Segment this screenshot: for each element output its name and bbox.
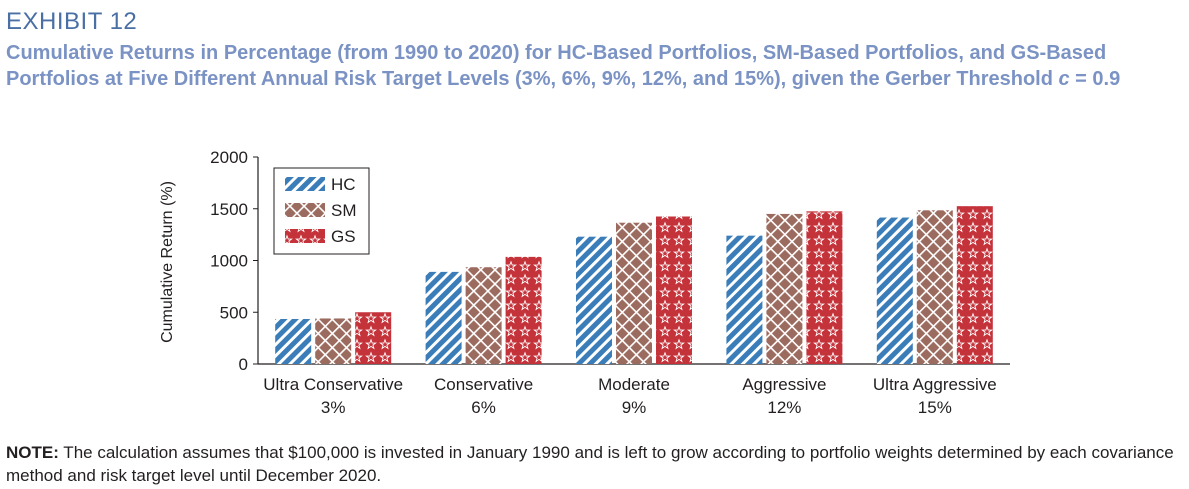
bar-sm-5 (916, 210, 953, 364)
legend-label-sm: SM (331, 201, 357, 220)
x-tick-level: 15% (918, 398, 952, 417)
legend-label-gs: GS (331, 227, 356, 246)
bar-sm-1 (315, 318, 352, 364)
legend-swatch-gs (285, 229, 325, 243)
x-tick-level: 3% (321, 398, 346, 417)
bar-hc-5 (876, 217, 913, 364)
chart-note: NOTE: The calculation assumes that $100,… (6, 441, 1176, 487)
x-tick-label: Ultra Conservative (263, 375, 403, 394)
x-tick-level: 12% (767, 398, 801, 417)
bar-gs-3 (656, 216, 692, 364)
exhibit-number: EXHIBIT 12 (6, 8, 138, 35)
legend-label-hc: HC (331, 175, 356, 194)
bar-sm-3 (616, 222, 652, 364)
bar-hc-3 (576, 236, 612, 364)
bar-hc-2 (425, 271, 462, 364)
bar-gs-1 (355, 312, 392, 364)
y-tick-label: 0 (239, 355, 248, 374)
note-text: The calculation assumes that $100,000 is… (6, 443, 1174, 485)
chart-subtitle: Cumulative Returns in Percentage (from 1… (6, 40, 1166, 92)
x-tick-level: 6% (471, 398, 496, 417)
y-tick-label: 1000 (210, 252, 248, 271)
y-tick-label: 2000 (210, 148, 248, 167)
x-tick-label: Ultra Aggressive (873, 375, 997, 394)
legend-swatch-sm (285, 203, 325, 217)
y-tick-label: 500 (220, 303, 248, 322)
bar-sm-4 (766, 213, 803, 364)
bar-gs-4 (806, 211, 843, 364)
subtitle-main: Cumulative Returns in Percentage (from 1… (6, 42, 1107, 90)
bar-hc-1 (275, 318, 312, 364)
y-tick-label: 1500 (210, 200, 248, 219)
subtitle-tail: = 0.9 (1069, 68, 1121, 90)
bar-gs-5 (956, 206, 993, 364)
x-tick-label: Conservative (434, 375, 533, 394)
bar-hc-4 (726, 235, 763, 364)
x-tick-level: 9% (622, 398, 647, 417)
bar-sm-2 (465, 267, 502, 364)
bar-gs-2 (505, 256, 542, 364)
subtitle-variable: c (1058, 68, 1070, 90)
note-label: NOTE: (6, 443, 59, 462)
x-tick-label: Moderate (598, 375, 670, 394)
x-tick-label: Aggressive (742, 375, 826, 394)
legend-swatch-hc (285, 177, 325, 191)
